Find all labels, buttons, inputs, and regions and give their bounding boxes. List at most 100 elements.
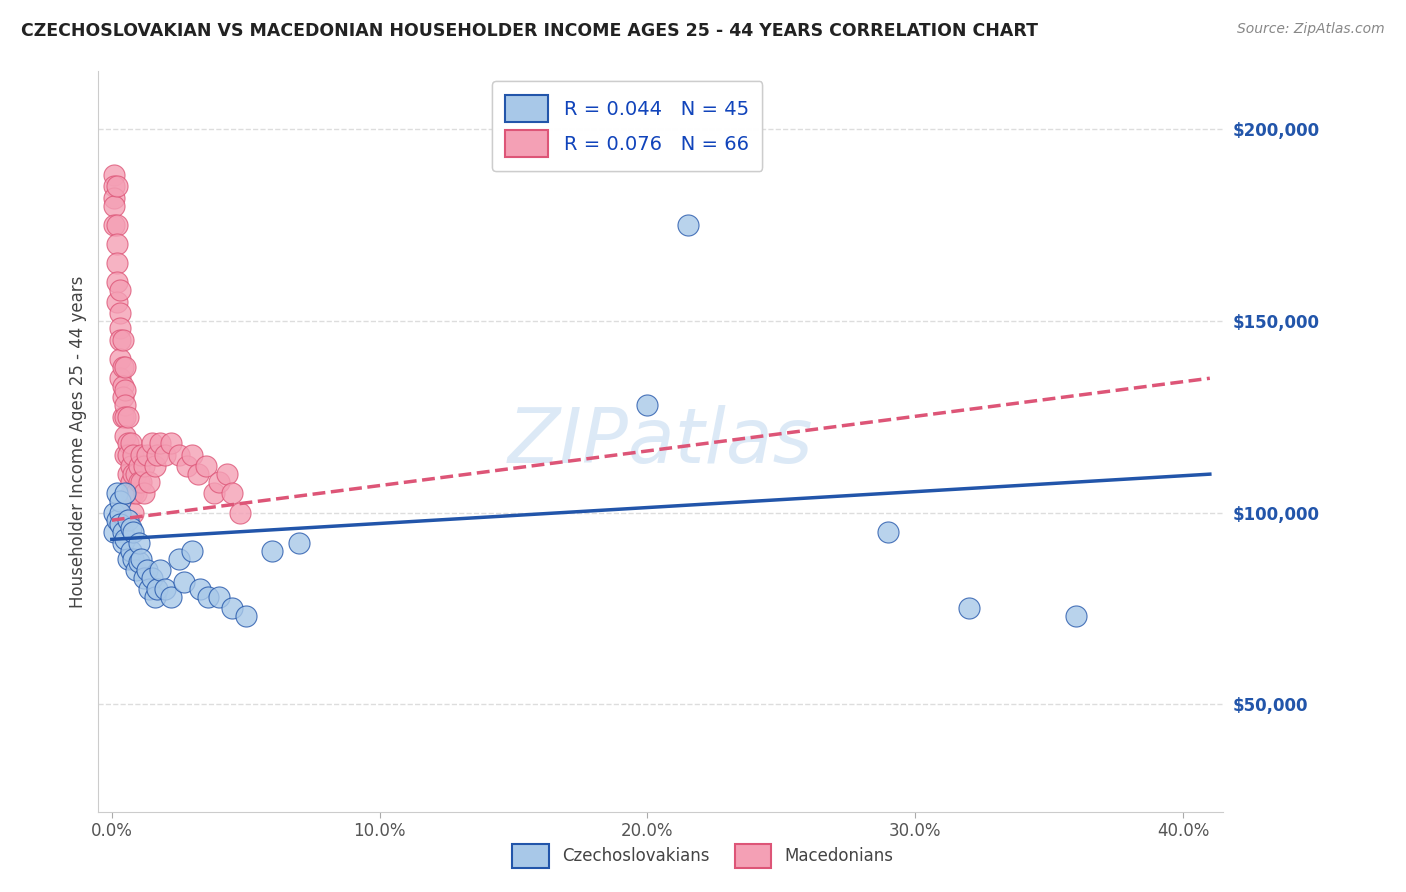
Point — [155, 582, 177, 597]
Point — [188, 582, 211, 597]
Point — [111, 379, 134, 393]
Point — [114, 429, 136, 443]
Point — [181, 544, 204, 558]
Point — [114, 486, 136, 500]
Point — [181, 448, 204, 462]
Point — [120, 521, 142, 535]
Point — [202, 486, 225, 500]
Point — [120, 486, 142, 500]
Point — [129, 475, 152, 489]
Point — [114, 533, 136, 547]
Point — [120, 475, 142, 489]
Point — [103, 199, 125, 213]
Point — [155, 448, 177, 462]
Point — [111, 409, 134, 424]
Point — [957, 601, 980, 615]
Point — [288, 536, 311, 550]
Point — [194, 459, 217, 474]
Point — [128, 555, 150, 569]
Point — [108, 352, 131, 367]
Point — [108, 333, 131, 347]
Point — [122, 467, 145, 482]
Point — [103, 524, 125, 539]
Point — [141, 436, 163, 450]
Point — [149, 436, 172, 450]
Point — [105, 218, 128, 232]
Point — [208, 475, 231, 489]
Text: CZECHOSLOVAKIAN VS MACEDONIAN HOUSEHOLDER INCOME AGES 25 - 44 YEARS CORRELATION : CZECHOSLOVAKIAN VS MACEDONIAN HOUSEHOLDE… — [21, 22, 1038, 40]
Point — [120, 436, 142, 450]
Point — [1064, 609, 1087, 624]
Point — [117, 467, 139, 482]
Point — [105, 276, 128, 290]
Point — [103, 506, 125, 520]
Point — [108, 494, 131, 508]
Point — [105, 486, 128, 500]
Point — [221, 486, 243, 500]
Point — [221, 601, 243, 615]
Point — [262, 544, 284, 558]
Point — [143, 590, 166, 604]
Point — [141, 571, 163, 585]
Point — [125, 563, 148, 577]
Point — [122, 551, 145, 566]
Point — [114, 383, 136, 397]
Point — [129, 551, 152, 566]
Point — [103, 218, 125, 232]
Point — [146, 582, 169, 597]
Point — [143, 459, 166, 474]
Point — [132, 571, 155, 585]
Point — [111, 333, 134, 347]
Point — [122, 448, 145, 462]
Point — [108, 371, 131, 385]
Point — [122, 486, 145, 500]
Point — [103, 168, 125, 182]
Point — [114, 359, 136, 374]
Point — [120, 544, 142, 558]
Point — [105, 294, 128, 309]
Point — [159, 590, 181, 604]
Point — [129, 448, 152, 462]
Point — [105, 513, 128, 527]
Point — [117, 551, 139, 566]
Point — [108, 306, 131, 320]
Point — [117, 513, 139, 527]
Point — [120, 459, 142, 474]
Point — [128, 475, 150, 489]
Point — [135, 448, 157, 462]
Text: ZIPatlas: ZIPatlas — [508, 405, 814, 478]
Point — [105, 179, 128, 194]
Point — [108, 516, 131, 531]
Point — [138, 475, 160, 489]
Point — [128, 459, 150, 474]
Point — [117, 436, 139, 450]
Text: Source: ZipAtlas.com: Source: ZipAtlas.com — [1237, 22, 1385, 37]
Point — [114, 398, 136, 412]
Point — [114, 409, 136, 424]
Point — [176, 459, 198, 474]
Point — [135, 563, 157, 577]
Point — [108, 283, 131, 297]
Point — [103, 179, 125, 194]
Point — [146, 448, 169, 462]
Point — [235, 609, 257, 624]
Point — [159, 436, 181, 450]
Point — [108, 506, 131, 520]
Point — [149, 563, 172, 577]
Point — [117, 409, 139, 424]
Point — [877, 524, 900, 539]
Point — [125, 467, 148, 482]
Point — [132, 459, 155, 474]
Point — [208, 590, 231, 604]
Point — [122, 524, 145, 539]
Point — [173, 574, 195, 589]
Point — [114, 448, 136, 462]
Point — [132, 486, 155, 500]
Point — [111, 524, 134, 539]
Point — [111, 359, 134, 374]
Point — [197, 590, 219, 604]
Point — [215, 467, 238, 482]
Y-axis label: Householder Income Ages 25 - 44 years: Householder Income Ages 25 - 44 years — [69, 276, 87, 607]
Point — [128, 536, 150, 550]
Point — [117, 448, 139, 462]
